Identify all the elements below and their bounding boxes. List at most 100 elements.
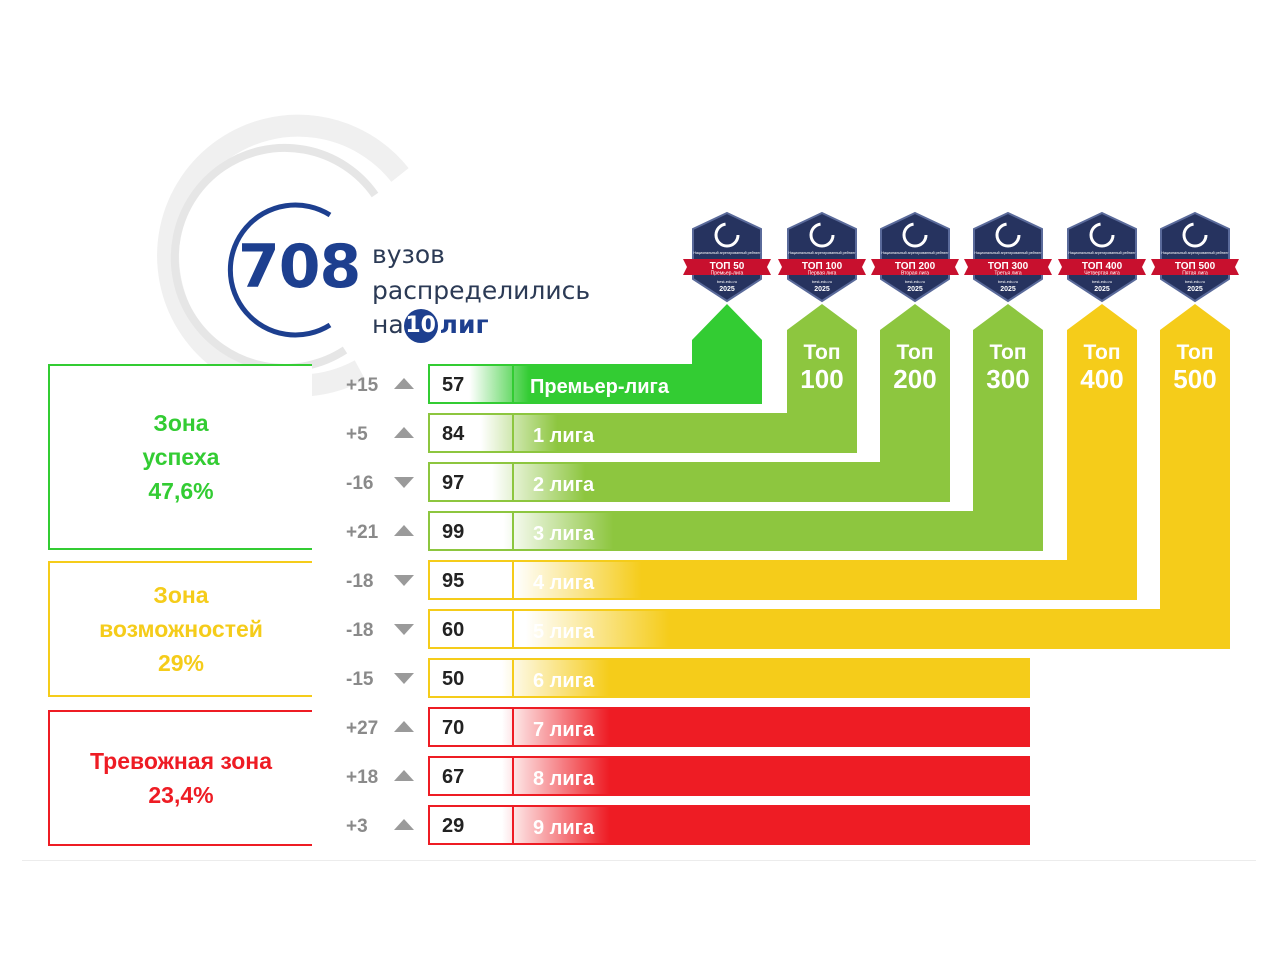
arrow-down-icon — [394, 624, 414, 635]
badge-logo-icon — [714, 222, 740, 248]
value-cell-5 — [428, 609, 514, 649]
change-label-7: +27 — [346, 718, 378, 739]
badge-logo-icon — [809, 222, 835, 248]
zone-success-box: Зона успеха 47,6% — [48, 364, 312, 550]
value-cell-3 — [428, 511, 514, 551]
value-cell-9 — [428, 805, 514, 845]
top-number-2: 200 — [893, 364, 936, 394]
league-value-9: 29 — [442, 815, 464, 837]
league-name-6: 6 лига — [533, 670, 595, 692]
bar-fade-4 — [430, 562, 1135, 598]
badge-year-3: 2025 — [1000, 286, 1016, 293]
league-value-5: 60 — [442, 619, 464, 641]
badge-logo-icon — [995, 222, 1021, 248]
bar-fade-6 — [430, 660, 1028, 696]
badge-shield-3 — [973, 211, 1043, 303]
bar-fade-5 — [430, 611, 1228, 647]
badge-top-3: ТОП 300 — [988, 261, 1029, 272]
badge-ribbon-4 — [1058, 259, 1146, 275]
badge-ribbon-2 — [871, 259, 959, 275]
zone-opportunity-box: Зона возможностей 29% — [48, 561, 312, 697]
bar-fade-3 — [430, 513, 1041, 549]
value-cell-7 — [428, 707, 514, 747]
badge-top-5: ТОП 500 — [1175, 261, 1216, 272]
bar-fade-0 — [430, 366, 760, 402]
arrow-up-icon — [394, 427, 414, 438]
badge-top-2: ТОП 200 — [895, 261, 936, 272]
total-universities-number: 708 — [238, 232, 361, 302]
arrow-up-icon — [394, 525, 414, 536]
badge-ribbon-5 — [1151, 259, 1239, 275]
badge-site-1: best-edu.ru — [812, 279, 832, 284]
league-value-3: 99 — [442, 521, 464, 543]
top-word-5: Топ — [1176, 341, 1213, 364]
arrow-down-icon — [394, 575, 414, 586]
top-word-1: Топ — [803, 341, 840, 364]
badge-year-4: 2025 — [1094, 286, 1110, 293]
headline-prefix: на — [372, 310, 404, 339]
bar-fade-1 — [430, 415, 855, 451]
headline-line-3: на10 лиг — [372, 309, 489, 343]
league-value-4: 95 — [442, 570, 464, 592]
zone-alarm-box: Тревожная зона 23,4% — [48, 710, 312, 846]
bar-fade-7 — [430, 709, 1028, 745]
arrow-up-icon — [394, 721, 414, 732]
badge-shield-2 — [880, 211, 950, 303]
value-cell-8 — [428, 756, 514, 796]
badge-year-0: 2025 — [719, 286, 735, 293]
badge-shield-1 — [787, 211, 857, 303]
badge-league-0: Премьер-лига — [711, 271, 744, 277]
badge-shield-0 — [692, 211, 762, 303]
league-name-3: 3 лига — [533, 523, 595, 545]
zone-success-percent: 47,6% — [148, 478, 214, 504]
badge-league-5: Пятая лига — [1182, 271, 1208, 277]
arrow-up-icon — [394, 770, 414, 781]
top-word-2: Топ — [896, 341, 933, 364]
change-label-5: -18 — [346, 620, 373, 641]
badge-ribbon-0 — [683, 259, 771, 275]
badge-year-2: 2025 — [907, 286, 923, 293]
badge-header-5: Национальный агрегированный рейтинг — [1161, 251, 1229, 255]
badge-header-4: Национальный агрегированный рейтинг — [1068, 251, 1136, 255]
value-cell-1 — [428, 413, 514, 453]
zone-alarm-percent: 23,4% — [148, 782, 214, 808]
badge-top-1: ТОП 100 — [802, 261, 843, 272]
league-name-9: 9 лига — [533, 817, 595, 839]
league-value-2: 97 — [442, 472, 464, 494]
top-number-3: 300 — [986, 364, 1029, 394]
league-value-8: 67 — [442, 766, 464, 788]
zone-alarm-line-1: Тревожная зона — [90, 748, 272, 774]
badge-ribbon-1 — [778, 259, 866, 275]
zone-opportunity-line-2: возможностей — [99, 616, 263, 642]
top-word-3: Топ — [989, 341, 1026, 364]
league-name-7: 7 лига — [533, 719, 595, 741]
league-name-8: 8 лига — [533, 768, 595, 790]
change-label-9: +3 — [346, 816, 368, 837]
leagues-count-badge: 10 — [403, 309, 438, 343]
value-cell-6 — [428, 658, 514, 698]
zone-success-line-1: Зона — [153, 410, 209, 436]
badge-year-5: 2025 — [1187, 286, 1203, 293]
badge-site-2: best-edu.ru — [905, 279, 925, 284]
badge-header-1: Национальный агрегированный рейтинг — [788, 251, 856, 255]
bar-fade-8 — [430, 758, 1028, 794]
headline-suffix: лиг — [439, 310, 489, 339]
league-name-1: 1 лига — [533, 425, 595, 447]
badge-shield-5 — [1160, 211, 1230, 303]
badge-league-4: Четвертая лига — [1084, 271, 1120, 277]
arrow-down-icon — [394, 477, 414, 488]
badge-site-4: best-edu.ru — [1092, 279, 1112, 284]
change-label-3: +21 — [346, 522, 379, 543]
arrow-up-icon — [394, 819, 414, 830]
league-value-1: 84 — [442, 423, 465, 445]
league-name-2: 2 лига — [533, 474, 595, 496]
badge-header-2: Национальный агрегированный рейтинг — [881, 251, 949, 255]
league-name-5: 5 лига — [533, 621, 595, 643]
top-word-4: Топ — [1083, 341, 1120, 364]
badge-logo-icon — [1182, 222, 1208, 248]
badge-ribbon-3 — [964, 259, 1052, 275]
change-label-8: +18 — [346, 767, 378, 788]
headline-line-2: распределились — [372, 276, 591, 305]
badge-logo-icon — [902, 222, 928, 248]
zone-opportunity-line-1: Зона — [153, 582, 209, 608]
